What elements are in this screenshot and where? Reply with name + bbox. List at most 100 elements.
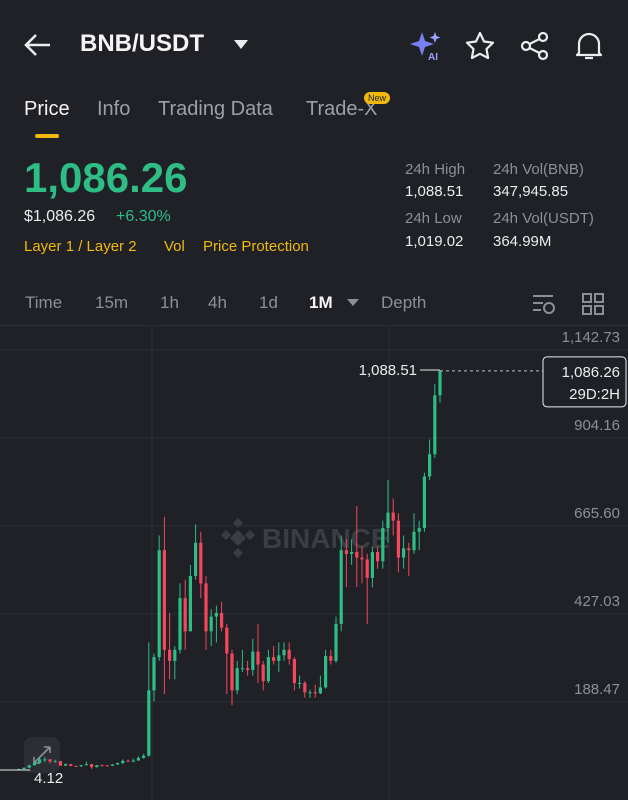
- interval[interactable]: Depth: [381, 293, 427, 312]
- candle-body: [433, 395, 437, 455]
- ai-button[interactable]: AI: [408, 30, 444, 64]
- candle-body: [178, 598, 182, 650]
- candle-body: [32, 763, 36, 766]
- candle-body: [277, 655, 281, 661]
- candle-body: [84, 764, 88, 766]
- candle-body: [74, 765, 78, 767]
- candle-body: [230, 653, 234, 691]
- current-price-label: 1,086.26: [562, 364, 620, 381]
- candle-body: [214, 612, 218, 617]
- candle-body: [313, 692, 317, 694]
- candle-body: [95, 765, 99, 768]
- candle-body: [344, 550, 348, 554]
- candle-body: [402, 548, 406, 558]
- pair-dropdown[interactable]: [234, 40, 248, 50]
- watermark: BINANCE: [221, 518, 390, 558]
- y-tick-label: 427.03: [574, 593, 620, 610]
- indicator-settings[interactable]: [531, 292, 557, 316]
- candle-body: [79, 765, 83, 767]
- candle-body: [131, 760, 135, 762]
- stat-label: 24h Low: [405, 210, 462, 227]
- candle-body: [157, 550, 161, 658]
- candle-body: [376, 552, 380, 562]
- candle-body: [282, 649, 286, 656]
- back-button[interactable]: [22, 32, 52, 58]
- candle-body: [194, 542, 198, 577]
- current-price-box: [542, 356, 627, 408]
- pair-title[interactable]: BNB/USDT: [80, 30, 204, 57]
- interval[interactable]: Time: [25, 293, 63, 312]
- candle-body: [329, 656, 333, 661]
- layout-button[interactable]: [581, 292, 605, 316]
- candle-body: [162, 550, 166, 650]
- countdown: 29D:2H: [569, 386, 620, 403]
- candle-body: [298, 682, 302, 684]
- candle-body: [152, 657, 156, 691]
- candle-body: [386, 512, 390, 529]
- tab[interactable]: Trade-X: [306, 98, 378, 120]
- candle-body: [126, 760, 130, 762]
- candle-body: [147, 690, 151, 756]
- candle-body: [225, 627, 229, 654]
- stat-value: 1,019.02: [405, 233, 464, 250]
- stat-value: 364.99M: [493, 233, 552, 250]
- usd-price: $1,086.26: [24, 208, 96, 225]
- candle-body: [422, 476, 426, 529]
- stat-value: 1,088.51: [405, 183, 464, 200]
- interval[interactable]: 15m: [95, 293, 129, 312]
- watermark-text: BINANCE: [262, 523, 390, 554]
- candle-body: [407, 548, 411, 551]
- candlestick-chart[interactable]: BINANCE 1,142.73 904.16 665.60 427.03 188.47…: [0, 325, 628, 800]
- tag[interactable]: Price Protection: [203, 238, 309, 255]
- expand-icon: [33, 746, 51, 764]
- ai-badge: AI: [428, 52, 438, 63]
- tab[interactable]: Trading Data: [158, 98, 273, 120]
- tag[interactable]: Layer 1 / Layer 2: [24, 238, 137, 255]
- candle-body: [318, 687, 322, 694]
- interval-dropdown[interactable]: [347, 299, 359, 307]
- candle-body: [27, 765, 31, 768]
- favorite-button[interactable]: [465, 31, 495, 61]
- candle-body: [48, 759, 52, 762]
- candle-body: [188, 576, 192, 632]
- candle-body: [266, 657, 270, 682]
- candle-body: [324, 656, 328, 688]
- candle-body: [292, 659, 296, 683]
- candle-body: [272, 657, 276, 661]
- candle-body: [370, 552, 374, 578]
- candle-body: [360, 557, 364, 560]
- candle-body: [246, 668, 250, 671]
- tab[interactable]: Info: [97, 98, 131, 120]
- candle-body: [204, 583, 208, 632]
- candle-body: [287, 649, 291, 660]
- high-marker-label: 1,088.51: [359, 362, 417, 379]
- y-tick-label: 904.16: [574, 417, 620, 434]
- candle-body: [417, 528, 421, 532]
- candle-body: [339, 550, 343, 624]
- candle-body: [105, 765, 109, 767]
- candle-body: [53, 761, 57, 763]
- tab[interactable]: Price: [24, 98, 70, 120]
- candle-body: [116, 763, 120, 765]
- candle-body: [334, 623, 338, 661]
- candle-body: [58, 761, 62, 766]
- interval[interactable]: 4h: [208, 293, 227, 312]
- candle-body: [183, 598, 187, 632]
- candle-body: [121, 760, 125, 764]
- candle-body: [428, 454, 432, 477]
- candle-body: [438, 370, 442, 396]
- candle-body: [355, 552, 359, 558]
- candle-body: [308, 692, 312, 694]
- tag[interactable]: Vol: [164, 238, 185, 255]
- interval[interactable]: 1h: [160, 293, 179, 312]
- candle-body: [381, 528, 385, 562]
- candle-body: [22, 767, 26, 770]
- interval[interactable]: 1d: [259, 293, 278, 312]
- stat-label: 24h High: [405, 161, 466, 178]
- candle-body: [391, 512, 395, 521]
- alert-button[interactable]: [574, 30, 604, 62]
- share-button[interactable]: [520, 31, 550, 61]
- stat-label: 24h Vol(BNB): [493, 161, 584, 178]
- interval[interactable]: 1M: [309, 293, 333, 312]
